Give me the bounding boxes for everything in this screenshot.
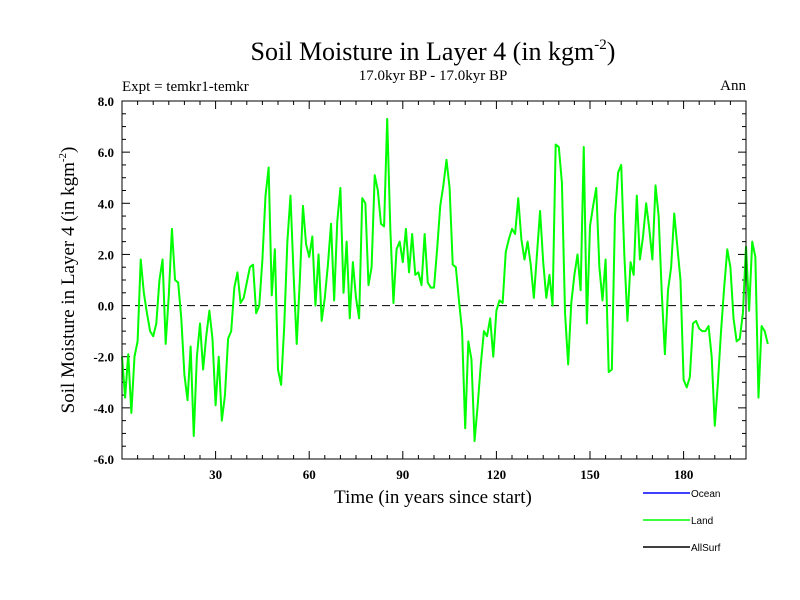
season-label: Ann (720, 78, 746, 94)
period-label: 17.0kyr BP - 17.0kyr BP (359, 68, 508, 84)
plot-frame (121, 100, 747, 460)
y-axis-label: Soil Moisture in Layer 4 (in kgm-2) (57, 147, 79, 414)
x-tick-label: 180 (674, 467, 694, 482)
experiment-label: Expt = temkr1-temkr (122, 79, 249, 95)
legend: Ocean Land AllSurf (643, 489, 721, 554)
y-tick-label: 6.0 (98, 145, 114, 160)
x-axis-label: Time (in years since start) (334, 487, 532, 508)
y-tick-label: 4.0 (98, 196, 114, 211)
x-tick-label: 120 (487, 467, 507, 482)
x-tick-label: 90 (396, 467, 409, 482)
legend-label: Ocean (691, 489, 720, 500)
y-axis-ticks: -6.0 -4.0 -2.0 0.0 2.0 4.0 6.0 8.0 (93, 94, 746, 467)
y-tick-label: -6.0 (93, 452, 114, 467)
legend-label: Land (691, 516, 713, 527)
x-tick-label: 60 (303, 467, 316, 482)
x-axis-ticks: 30 60 90 120 150 180 (137, 101, 731, 482)
legend-label: AllSurf (691, 543, 721, 554)
y-tick-label: 0.0 (98, 299, 114, 314)
y-tick-label: 8.0 (98, 94, 114, 109)
y-tick-label: -2.0 (93, 350, 114, 365)
x-tick-label: 30 (209, 467, 222, 482)
y-tick-label: 2.0 (98, 247, 114, 262)
y-tick-label: -4.0 (93, 401, 114, 416)
series-line-land (121, 117, 769, 443)
chart-title: Soil Moisture in Layer 4 (in kgm-2) (251, 37, 616, 66)
x-tick-label: 150 (580, 467, 600, 482)
